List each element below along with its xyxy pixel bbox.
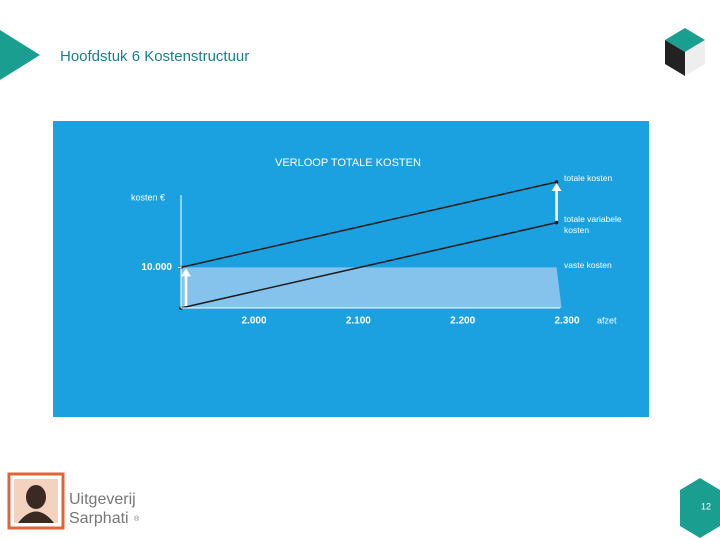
line bbox=[180, 221, 557, 309]
x-tick-label: 2.100 bbox=[346, 316, 371, 327]
x-tick-label: 2.000 bbox=[242, 316, 267, 327]
publisher-logo bbox=[7, 472, 65, 530]
slide-title: Hoofdstuk 6 Kostenstructuur bbox=[60, 48, 249, 65]
brand-icon bbox=[665, 28, 705, 76]
page-badge bbox=[680, 478, 720, 538]
trademark: ® bbox=[134, 515, 140, 523]
y-tick-label: 10.000 bbox=[141, 262, 172, 273]
x-tick-label: 2.300 bbox=[554, 316, 579, 327]
series-label-text: vaste kosten bbox=[564, 260, 612, 271]
y-axis-label: kosten € bbox=[131, 192, 165, 202]
x-tick-label: 2.200 bbox=[450, 316, 475, 327]
series-label: totale kosten bbox=[564, 173, 613, 183]
line bbox=[180, 181, 557, 269]
area bbox=[181, 267, 562, 308]
line-point bbox=[554, 180, 559, 184]
page-number: 12 bbox=[701, 501, 711, 511]
series-label-text: totale variabele kosten bbox=[564, 213, 622, 235]
series-label: totale variabele kosten bbox=[564, 213, 622, 235]
line-point bbox=[554, 220, 559, 225]
chart: VERLOOP TOTALE KOSTEN kosten € afzet totale… bbox=[131, 157, 622, 327]
publisher-line: Sarphati bbox=[69, 510, 129, 527]
series-label: vaste kosten bbox=[564, 260, 612, 271]
x-axis-label: afzet bbox=[597, 315, 617, 325]
series-label-text: totale kosten bbox=[564, 173, 613, 183]
arrow-head bbox=[181, 268, 191, 277]
chart-title: VERLOOP TOTALE KOSTEN bbox=[275, 157, 421, 169]
corner-triangle bbox=[0, 30, 40, 80]
publisher-line: Uitgeverij bbox=[69, 491, 136, 508]
arrow-head bbox=[551, 183, 562, 191]
